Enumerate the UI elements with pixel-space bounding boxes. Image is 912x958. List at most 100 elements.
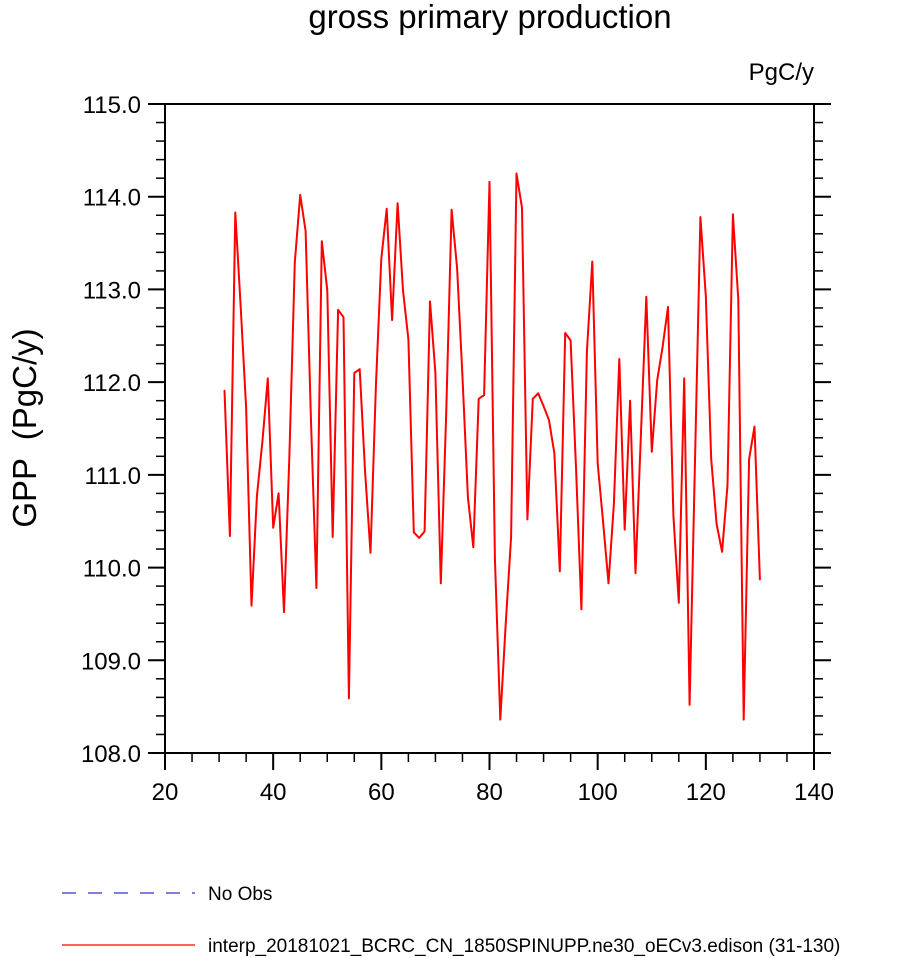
x-tick-label: 40 (260, 779, 287, 806)
data-point (461, 376, 464, 379)
data-point (732, 213, 734, 216)
legend: No Obs interp_20181021_BCRC_CN_1850SPINU… (62, 884, 840, 957)
data-point (542, 405, 545, 408)
data-point (753, 425, 756, 428)
data-point (223, 389, 226, 392)
data-point (256, 495, 258, 497)
data-point (537, 392, 539, 395)
data-point (504, 623, 507, 625)
data-point (266, 377, 269, 380)
data-point (683, 377, 685, 380)
data-point (229, 535, 231, 537)
series-line-gpp (223, 172, 761, 721)
data-point (412, 531, 415, 534)
data-point (694, 460, 696, 462)
data-point (515, 172, 518, 175)
data-point (391, 319, 393, 321)
data-point (250, 604, 253, 607)
data-point (342, 316, 345, 319)
data-point (580, 608, 583, 611)
data-point (396, 202, 399, 205)
data-point (375, 385, 377, 387)
data-point (645, 296, 648, 298)
data-point (602, 521, 604, 523)
data-point (315, 587, 318, 589)
data-point (526, 518, 529, 521)
data-point (326, 289, 329, 292)
legend-label-no-obs: No Obs (208, 884, 272, 905)
data-point (548, 419, 550, 421)
data-point (586, 350, 588, 353)
data-point (450, 208, 453, 211)
x-tick-label: 80 (476, 779, 503, 806)
data-point (234, 211, 237, 214)
data-point (434, 372, 437, 374)
data-point (407, 338, 410, 341)
data-point (656, 379, 658, 382)
data-point (591, 260, 594, 263)
data-point (742, 718, 745, 721)
data-point (623, 528, 626, 531)
y-tick-label: 109.0 (81, 648, 141, 675)
data-point (445, 412, 448, 415)
data-point (283, 611, 285, 613)
data-point (759, 578, 761, 581)
data-point (348, 697, 350, 700)
y-tick-label: 111.0 (85, 463, 142, 490)
data-point (721, 551, 723, 553)
data-point (288, 454, 291, 457)
x-tick-label: 100 (578, 779, 618, 806)
data-point (245, 406, 247, 408)
data-point (553, 452, 556, 455)
units-label: PgC/y (749, 59, 814, 86)
data-point (650, 450, 653, 453)
data-point (304, 230, 307, 232)
data-point (575, 466, 577, 469)
data-point (559, 570, 561, 573)
data-point (429, 300, 431, 303)
data-point (613, 502, 615, 505)
data-point (672, 514, 675, 517)
data-point (499, 718, 502, 721)
data-point (629, 399, 631, 402)
chart-title: gross primary production (308, 0, 671, 35)
y-tick-label: 108.0 (81, 741, 141, 768)
y-tick-label: 115.0 (83, 92, 141, 119)
data-point (321, 240, 323, 243)
y-tick-label: 112.0 (83, 370, 141, 397)
data-point (618, 358, 621, 360)
data-point (726, 484, 729, 486)
data-point (483, 394, 485, 396)
data-point (477, 398, 480, 400)
x-tick-label: 60 (368, 779, 395, 806)
data-point (380, 258, 383, 260)
data-point (634, 572, 637, 574)
data-point (261, 440, 264, 443)
data-point (299, 194, 302, 196)
data-point (402, 289, 404, 292)
data-point (456, 267, 458, 269)
data-point (358, 368, 361, 370)
data-point (418, 537, 420, 539)
data-point (564, 332, 567, 334)
data-point (748, 458, 750, 460)
data-point (667, 306, 669, 308)
data-point (488, 181, 491, 183)
x-tick-label: 20 (152, 779, 179, 806)
data-point (494, 557, 496, 560)
data-point (423, 530, 426, 533)
data-point (715, 523, 718, 525)
data-point (294, 261, 296, 264)
data-point (607, 582, 610, 585)
y-tick-label: 113.0 (83, 277, 141, 304)
legend-label-model: interp_20181021_BCRC_CN_1850SPINUPP.ne30… (208, 936, 840, 957)
data-point (521, 207, 523, 209)
data-point (569, 339, 572, 342)
data-point (699, 216, 702, 218)
data-point (510, 536, 512, 538)
data-point (364, 471, 366, 473)
x-tick-label: 140 (794, 779, 834, 806)
data-point (640, 434, 642, 436)
data-point (440, 582, 442, 585)
